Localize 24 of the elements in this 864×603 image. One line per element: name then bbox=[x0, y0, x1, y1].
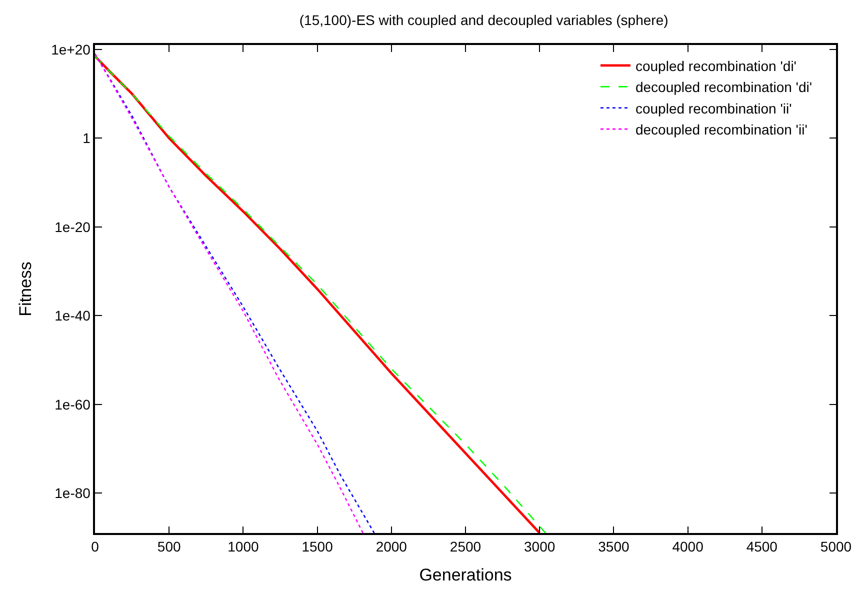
legend-label: coupled recombination 'di' bbox=[635, 58, 796, 74]
legend-label: coupled recombination 'ii' bbox=[635, 100, 792, 116]
x-tick-label: 2000 bbox=[376, 538, 408, 555]
x-tick-label: 2500 bbox=[450, 538, 482, 555]
x-tick-label: 1500 bbox=[302, 538, 334, 555]
legend-label: decoupled recombination 'ii' bbox=[635, 122, 808, 138]
y-axis-title: Fitness bbox=[16, 262, 36, 316]
y-tick-label: 1e-20 bbox=[54, 218, 91, 235]
x-axis-title: Generations bbox=[419, 565, 512, 584]
x-tick-label: 3000 bbox=[524, 538, 556, 555]
y-tick-label: 1 bbox=[82, 130, 91, 146]
y-tick-label: 1e-60 bbox=[54, 396, 91, 412]
x-tick-label: 5000 bbox=[820, 538, 852, 555]
y-tick-label: 1e+20 bbox=[51, 41, 91, 58]
x-tick-label: 500 bbox=[157, 538, 181, 555]
chart-title: (15,100)-ES with coupled and decoupled variables (sphere) bbox=[299, 12, 668, 28]
x-tick-label: 3500 bbox=[598, 538, 630, 555]
x-tick-label: 1000 bbox=[228, 538, 259, 555]
y-tick-label: 1e-80 bbox=[54, 484, 91, 501]
legend-label: decoupled recombination 'di' bbox=[635, 79, 812, 96]
y-tick-label: 1e-40 bbox=[54, 308, 91, 324]
x-tick-label: 0 bbox=[91, 538, 100, 555]
x-tick-label: 4500 bbox=[746, 538, 778, 555]
x-tick-label: 4000 bbox=[672, 538, 704, 555]
